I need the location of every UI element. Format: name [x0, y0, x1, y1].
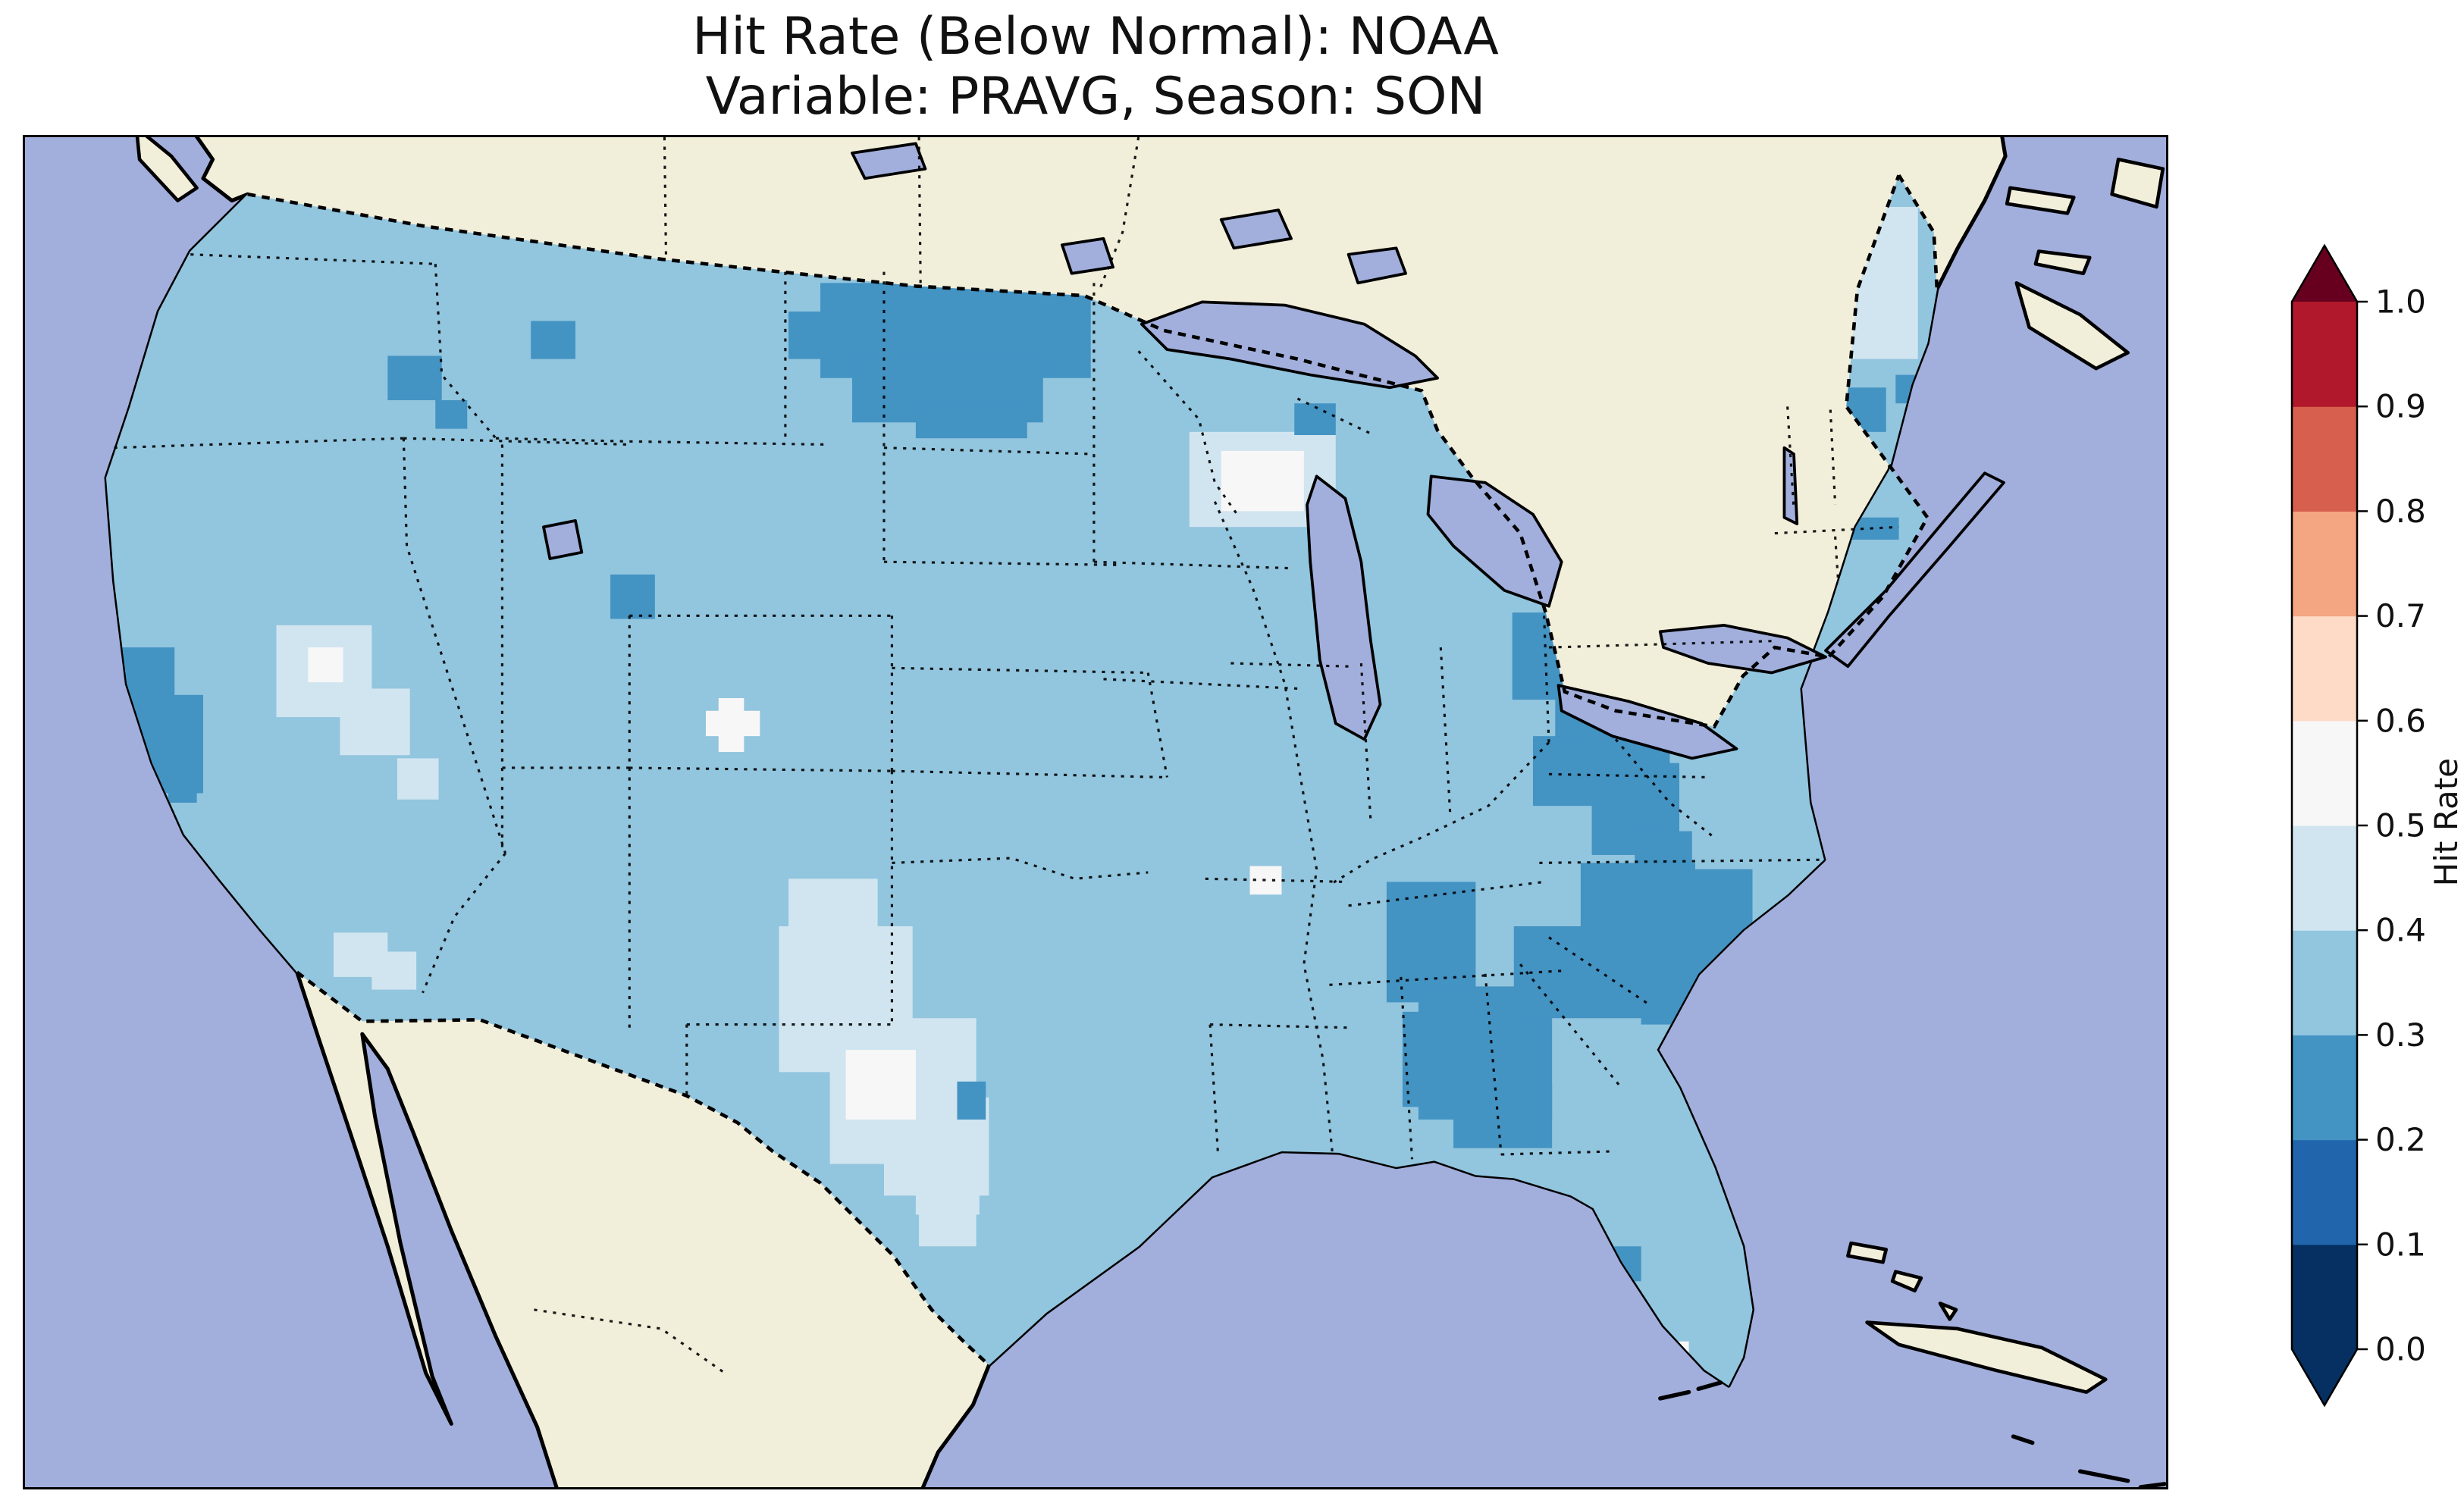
lake-ontario — [1658, 623, 1827, 675]
colorbar-tick-label: 0.5 — [2375, 807, 2426, 844]
prince-edward-island — [2033, 249, 2092, 276]
great-lakes-and-waterways — [542, 142, 2005, 760]
bahamas-3 — [1938, 1301, 1958, 1321]
colorbar-tick-label: 0.0 — [2375, 1331, 2426, 1368]
colorbar-tick-label: 0.9 — [2375, 388, 2426, 425]
canadian-lake-1 — [851, 142, 927, 180]
lake-erie — [1556, 684, 1738, 760]
lake-superior — [1140, 300, 1439, 390]
colorbar-tick-label: 0.8 — [2375, 493, 2426, 530]
colorbar-segment-0.8-0.9 — [2292, 406, 2357, 512]
colorbar-segment-0.9-1.0 — [2292, 302, 2357, 407]
vancouver-island — [135, 137, 199, 202]
florida-keys-and-small-coasts — [1658, 1380, 2166, 1487]
colorbar-segment-0.5-0.6 — [2292, 720, 2357, 826]
colorbar-tick-label: 0.1 — [2375, 1226, 2426, 1263]
colorbar-segment-0.7-0.8 — [2292, 511, 2357, 617]
map-panel — [23, 135, 2168, 1489]
colorbar: 0.0 0.1 0.2 0.3 0.4 0.5 0.6 0.7 0.8 0.9 1.0 — [2278, 241, 2464, 1412]
canadian-lake-2 — [1219, 208, 1293, 250]
colorbar-tick-label: 1.0 — [2375, 283, 2426, 321]
colorbar-tick-label: 0.3 — [2375, 1016, 2426, 1054]
colorbar-extend-over-triangle — [2292, 246, 2357, 302]
colorbar-segment-0.0-0.1 — [2292, 1244, 2357, 1350]
anticosti-island — [2005, 186, 2076, 215]
newfoundland — [2110, 157, 2165, 209]
colorbar-tick-label: 0.6 — [2375, 702, 2426, 739]
lake-champlain — [1782, 446, 1799, 525]
colorbar-segment-0.1-0.2 — [2292, 1139, 2357, 1245]
title-line-1: Hit Rate (Below Normal): NOAA — [692, 7, 1499, 67]
colorbar-segment-0.3-0.4 — [2292, 930, 2357, 1035]
page-title: Hit Rate (Below Normal): NOAA Variable: … — [23, 7, 2168, 127]
us-canada-border — [247, 174, 1939, 729]
islands — [135, 137, 2166, 1487]
colorbar-tick-label: 0.7 — [2375, 597, 2426, 634]
colorbar-segment-0.4-0.5 — [2292, 825, 2357, 931]
lake-huron — [1426, 475, 1563, 608]
nova-scotia — [2014, 281, 2130, 371]
hit-rate-cells-0.5-0.6 — [308, 450, 1689, 1364]
colorbar-tick-label: 0.2 — [2375, 1121, 2426, 1158]
us-mexico-border — [296, 970, 991, 1367]
bahamas-2 — [1890, 1270, 1923, 1293]
colorbar-svg: 0.0 0.1 0.2 0.3 0.4 0.5 0.6 0.7 0.8 0.9 1.0 — [2290, 243, 2426, 1408]
great-salt-lake — [542, 518, 584, 560]
colorbar-tick-label: 0.4 — [2375, 912, 2426, 949]
cuba — [1865, 1320, 2108, 1394]
colorbar-extend-under-triangle — [2292, 1349, 2357, 1405]
colorbar-segment-0.2-0.3 — [2292, 1035, 2357, 1141]
canadian-lake-3 — [1346, 246, 1408, 285]
title-line-2: Variable: PRAVG, Season: SON — [705, 66, 1486, 127]
colorbar-axis-label: Hit Rate — [2428, 758, 2464, 887]
state-borders — [114, 137, 1899, 1374]
bahamas-1 — [1846, 1241, 1889, 1264]
lake-of-the-woods — [1061, 236, 1114, 275]
colorbar-segment-0.6-0.7 — [2292, 615, 2357, 722]
st-lawrence-river — [1824, 471, 2005, 669]
conus-map — [25, 137, 2166, 1487]
